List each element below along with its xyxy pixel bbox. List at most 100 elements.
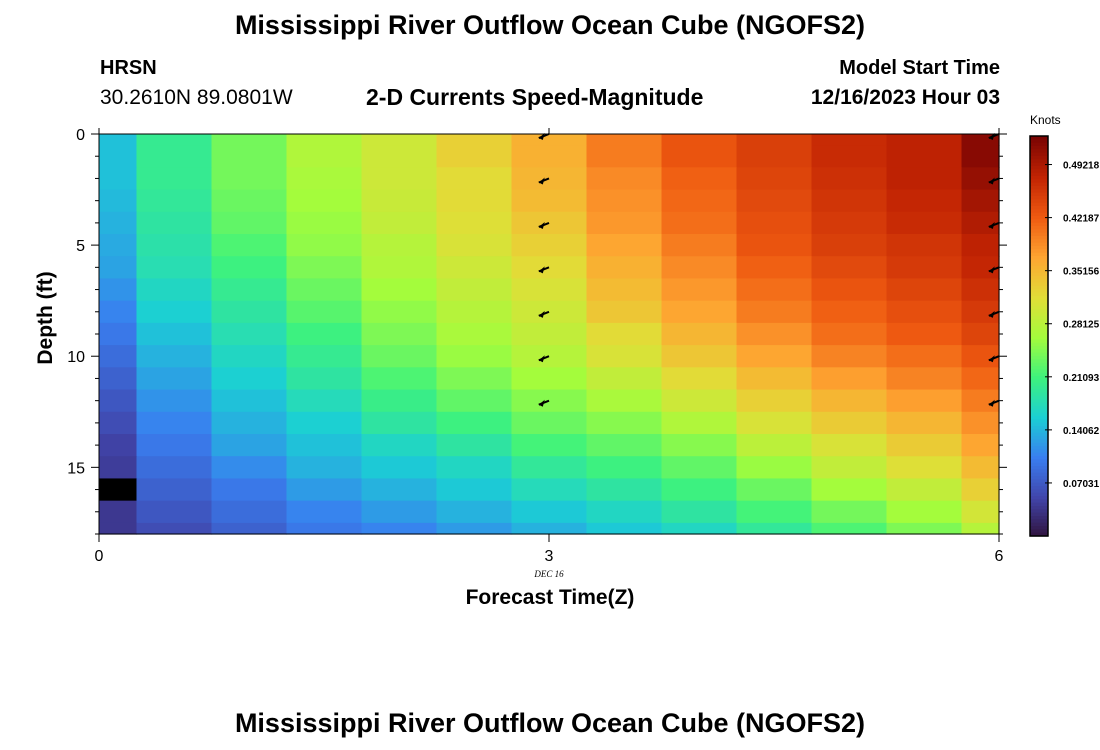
heatmap-cell xyxy=(736,234,813,257)
colorbar-segment xyxy=(1030,179,1048,184)
heatmap-cell xyxy=(661,500,738,524)
heatmap-cell xyxy=(886,411,963,435)
heatmap-cell xyxy=(961,367,1000,391)
colorbar-segment xyxy=(1030,512,1048,517)
heatmap-cell xyxy=(286,300,363,324)
colorbar-tick-label: 0.14062 xyxy=(1063,426,1100,437)
heatmap-cell xyxy=(961,278,1000,302)
heatmap-cell xyxy=(136,411,213,435)
colorbar-segment xyxy=(1030,419,1048,424)
colorbar-segment xyxy=(1030,229,1048,234)
colorbar-segment xyxy=(1030,336,1048,340)
colorbar-segment xyxy=(1030,326,1048,330)
heatmap-cell xyxy=(361,234,438,257)
colorbar-segment xyxy=(1030,389,1048,394)
heatmap-cell xyxy=(736,434,813,457)
heatmap-cell xyxy=(586,367,663,391)
heatmap-cell xyxy=(886,300,963,324)
heatmap-cell xyxy=(99,145,138,168)
colorbar-segment xyxy=(1030,269,1048,274)
heatmap-cell xyxy=(136,500,213,524)
colorbar-segment xyxy=(1030,439,1048,444)
heatmap-cell xyxy=(286,234,363,257)
heatmap-cell xyxy=(586,500,663,524)
colorbar-segment xyxy=(1030,232,1048,237)
heatmap-cell xyxy=(99,389,138,413)
heatmap-cell xyxy=(811,411,888,435)
heatmap-cell xyxy=(361,300,438,324)
heatmap-cell xyxy=(961,522,1000,535)
heatmap-cell xyxy=(136,367,213,391)
colorbar-segment xyxy=(1030,272,1048,277)
heatmap-cell xyxy=(511,522,588,535)
heatmap-cell xyxy=(99,522,138,535)
colorbar-segment xyxy=(1030,506,1048,510)
current-arrow xyxy=(538,310,550,318)
colorbar-segment xyxy=(1030,182,1048,187)
heatmap-cell xyxy=(811,367,888,391)
colorbar-segment xyxy=(1030,449,1048,454)
colorbar-segment xyxy=(1030,149,1048,154)
heatmap-cell xyxy=(511,256,588,280)
heatmap-cell xyxy=(736,189,813,213)
heatmap-cell xyxy=(436,167,513,191)
heatmap-cell xyxy=(661,456,738,480)
heatmap-cell xyxy=(361,500,438,524)
heatmap-cell xyxy=(511,234,588,257)
heatmap-cell xyxy=(736,367,813,391)
heatmap-cell xyxy=(286,478,363,502)
axes: 0 3 6 0 5 10 15 xyxy=(67,127,1007,565)
heatmap-cell xyxy=(886,522,963,535)
y-axis-label: Depth (ft) xyxy=(34,271,57,364)
x-tick-label: 0 xyxy=(95,548,104,565)
heatmap-cell xyxy=(586,234,663,257)
heatmap-cell xyxy=(961,167,1000,191)
colorbar-segment xyxy=(1030,192,1048,197)
colorbar-segment xyxy=(1030,529,1048,534)
colorbar-segment xyxy=(1030,299,1048,304)
heatmap-cell xyxy=(136,134,213,146)
heatmap-cell xyxy=(961,211,1000,235)
colorbar-segment xyxy=(1030,432,1048,437)
heatmap-cell xyxy=(286,167,363,191)
colorbar-frame xyxy=(1029,135,1049,537)
heatmap-cell xyxy=(811,478,888,502)
heatmap-cell xyxy=(136,456,213,480)
heatmap-cell xyxy=(736,411,813,435)
colorbar-segment xyxy=(1030,252,1048,257)
heatmap-cell xyxy=(661,367,738,391)
colorbar-segment xyxy=(1030,332,1048,337)
heatmap-cell xyxy=(811,211,888,235)
heatmap-cell xyxy=(99,134,138,146)
heatmap-cell xyxy=(136,322,213,346)
heatmap-cell xyxy=(99,500,138,524)
heatmap-cell xyxy=(736,389,813,413)
y-tick-label: 15 xyxy=(67,460,85,477)
current-arrow xyxy=(988,133,1000,141)
heatmap-cell xyxy=(211,434,288,457)
heatmap-cell xyxy=(886,211,963,235)
heatmap-cell xyxy=(661,322,738,346)
heatmap-cell xyxy=(511,322,588,346)
heatmap-cell xyxy=(586,456,663,480)
heatmap-cell xyxy=(286,256,363,280)
heatmap-cell xyxy=(586,211,663,235)
heatmap-cell xyxy=(811,456,888,480)
heatmap-cell xyxy=(436,389,513,413)
heatmap-cell xyxy=(736,522,813,535)
heatmap-cell xyxy=(511,434,588,457)
colorbar-segment xyxy=(1030,522,1048,527)
colorbar-segment xyxy=(1030,312,1048,317)
heatmap-cell xyxy=(436,478,513,502)
colorbar-segment xyxy=(1030,516,1048,520)
current-arrow xyxy=(538,399,550,407)
heatmap-cell xyxy=(99,167,138,191)
heatmap-cell xyxy=(961,500,1000,524)
x-date-label: DEC 16 xyxy=(533,569,564,579)
heatmap-cell xyxy=(436,189,513,213)
colorbar-segment xyxy=(1030,306,1048,310)
colorbar-segment xyxy=(1030,206,1048,210)
colorbar-segment xyxy=(1030,349,1048,354)
heatmap-cell xyxy=(361,478,438,502)
station-coordinates: 30.2610N 89.0801W xyxy=(100,86,293,109)
